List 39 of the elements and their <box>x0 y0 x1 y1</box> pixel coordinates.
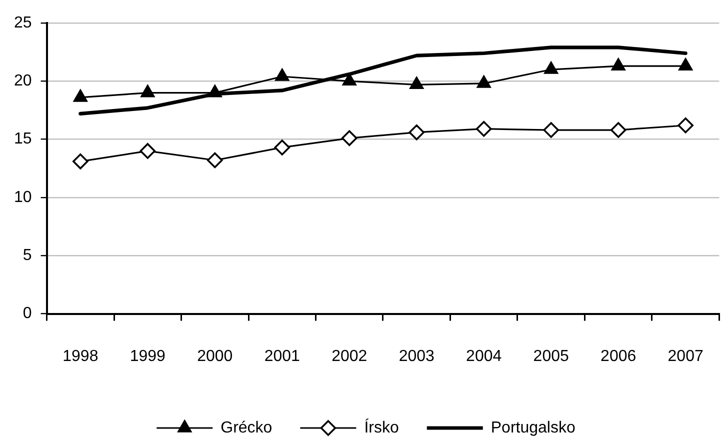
point <box>208 84 222 98</box>
x-tick-label: 1999 <box>130 348 166 365</box>
point <box>342 73 356 86</box>
point <box>341 130 358 146</box>
point <box>274 140 290 156</box>
legend-label: Portugalsko <box>490 419 576 436</box>
point <box>544 62 558 74</box>
point <box>410 76 424 90</box>
point <box>408 124 425 140</box>
legend-label: Grécko <box>220 419 272 436</box>
y-tick-label: 15 <box>14 130 32 148</box>
y-tick-label: 25 <box>14 14 32 32</box>
y-tick-label: 5 <box>22 247 32 264</box>
point <box>610 122 626 138</box>
point <box>678 58 693 70</box>
point <box>207 152 223 168</box>
point <box>476 120 492 137</box>
x-tick-label: 2003 <box>398 348 435 365</box>
point <box>140 84 155 98</box>
y-tick-label: 20 <box>14 72 32 90</box>
y-tick-label: 0 <box>22 305 32 322</box>
x-tick-label: 2002 <box>332 348 368 365</box>
legend-label: Írsko <box>364 418 399 436</box>
point <box>611 58 626 70</box>
x-tick-label: 2006 <box>600 348 636 365</box>
point <box>275 68 290 81</box>
x-tick-label: 1998 <box>62 348 98 365</box>
x-tick-label: 2007 <box>668 348 704 365</box>
point <box>678 117 694 134</box>
x-tick-label: 2004 <box>466 348 502 365</box>
x-tick-label: 2001 <box>264 348 300 365</box>
x-tick-label: 2005 <box>533 348 569 365</box>
y-tick-label: 10 <box>14 188 32 206</box>
point <box>140 143 156 159</box>
point <box>543 122 559 138</box>
x-tick-label: 2000 <box>197 348 233 365</box>
point <box>476 76 491 88</box>
point <box>73 90 88 102</box>
point <box>72 154 88 170</box>
